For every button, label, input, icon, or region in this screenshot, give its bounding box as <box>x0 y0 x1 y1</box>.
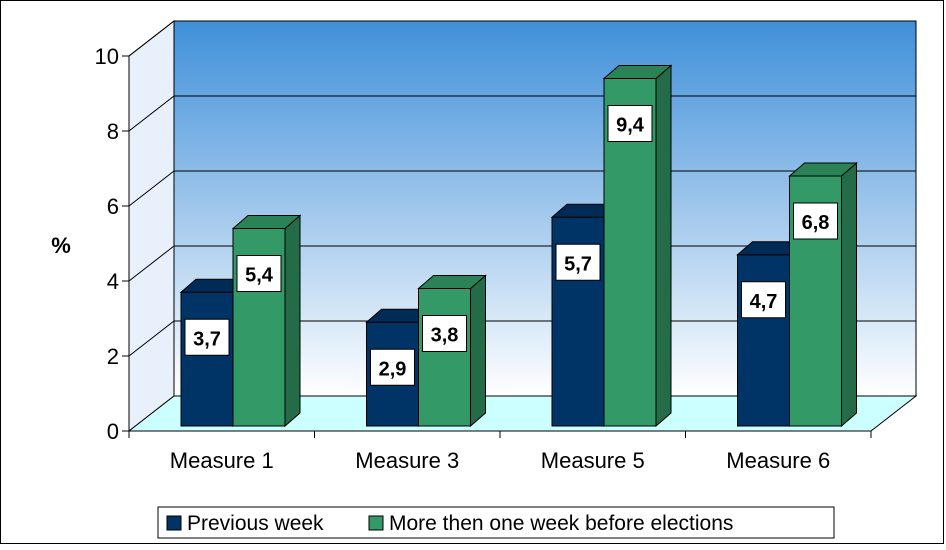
bar-side <box>470 274 486 428</box>
data-label-box <box>422 315 467 352</box>
data-label: 5,7 <box>564 253 592 275</box>
data-label-box <box>555 243 601 281</box>
bar-top <box>231 215 302 229</box>
y-tick-label: 0 <box>107 419 119 444</box>
data-label-box <box>184 318 230 356</box>
data-label-box <box>370 348 415 386</box>
y-tick-label: 4 <box>107 269 119 294</box>
data-label-box <box>793 202 838 240</box>
bar-side <box>284 214 301 428</box>
bar-top <box>788 162 858 177</box>
data-label: 9,4 <box>616 115 645 137</box>
bar <box>418 288 471 427</box>
side-wall <box>128 19 175 433</box>
y-tick-label: 2 <box>107 344 119 369</box>
data-labels: 3,7 5,4 2,9 3,8 5,7 9,4 4,7 6,8 <box>184 105 838 386</box>
legend-label: Previous week <box>187 512 324 535</box>
legend-label: More then one week before elections <box>389 512 733 535</box>
data-label: 2,9 <box>379 358 407 380</box>
legend-swatch <box>368 515 384 531</box>
y-axis-title: % <box>51 233 71 258</box>
data-label: 3,8 <box>431 325 459 347</box>
y-tick-label: 6 <box>107 194 119 219</box>
bar-top <box>602 65 673 79</box>
x-tick-label: Measure 1 <box>170 448 274 473</box>
gridline <box>128 20 916 57</box>
bar-top <box>417 275 487 289</box>
data-label-box <box>236 255 282 292</box>
data-label: 5,4 <box>245 265 274 287</box>
x-tick-label: Measure 5 <box>541 448 645 473</box>
bar-side <box>655 64 672 428</box>
y-tick-label: 8 <box>107 119 119 144</box>
y-tick-label: 10 <box>95 44 119 69</box>
data-label-box <box>741 281 786 319</box>
data-label: 3,7 <box>193 328 221 350</box>
data-label-box <box>607 105 653 142</box>
x-axis: Measure 1 Measure 3 Measure 5 Measure 6 <box>128 430 872 473</box>
bar <box>180 291 234 427</box>
legend-box <box>157 506 835 539</box>
data-label: 4,7 <box>750 291 778 313</box>
legend: Previous week More then one week before e… <box>157 506 835 539</box>
x-tick-label: Measure 3 <box>355 448 459 473</box>
bar-side <box>841 161 857 428</box>
legend-swatch <box>166 515 182 531</box>
data-label: 6,8 <box>802 212 830 234</box>
bar <box>737 254 790 427</box>
y-axis: 0 2 4 6 8 10 <box>95 44 130 444</box>
x-tick-label: Measure 6 <box>726 448 830 473</box>
